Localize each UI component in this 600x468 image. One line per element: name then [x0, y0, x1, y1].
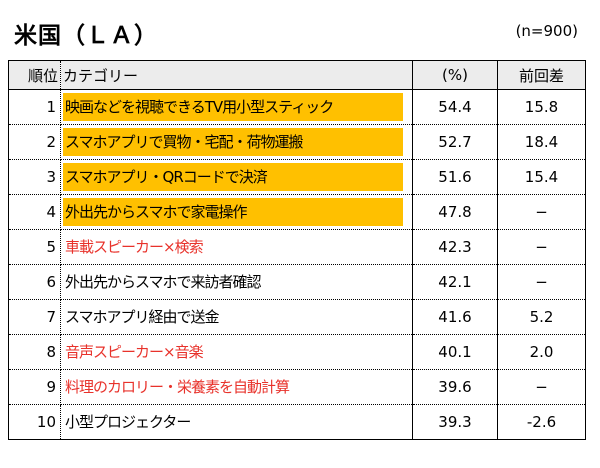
diff-cell: 2.0 [497, 334, 586, 370]
category-cell: 料理のカロリー・栄養素を自動計算 [60, 369, 413, 405]
table-row: 1 映画などを視聴できるTV用小型スティック 54.4 15.8 [8, 89, 586, 125]
category-label: 外出先からスマホで家電操作 [63, 198, 403, 226]
category-label: 料理のカロリー・栄養素を自動計算 [65, 378, 290, 396]
diff-cell: -2.6 [497, 404, 586, 440]
category-cell: 小型プロジェクター [60, 404, 413, 440]
category-cell: 外出先からスマホで家電操作 [60, 194, 413, 230]
header-percent: (%) [412, 60, 498, 90]
header-rank: 順位 [8, 60, 61, 90]
table-row: 8 音声スピーカー×音楽 40.1 2.0 [8, 334, 586, 370]
rank-cell: 1 [8, 89, 61, 125]
category-cell: スマホアプリで買物・宅配・荷物運搬 [60, 124, 413, 160]
percent-cell: 47.8 [412, 194, 498, 230]
rank-cell: 3 [8, 159, 61, 195]
diff-cell: 18.4 [497, 124, 586, 160]
rank-cell: 9 [8, 369, 61, 405]
diff-cell: 15.4 [497, 159, 586, 195]
table-row: 5 車載スピーカー×検索 42.3− [8, 229, 586, 265]
category-label: 映画などを視聴できるTV用小型スティック [63, 93, 403, 121]
category-cell: 音声スピーカー×音楽 [60, 334, 413, 370]
rank-cell: 7 [8, 299, 61, 335]
category-label: 音声スピーカー×音楽 [65, 343, 204, 361]
rank-cell: 6 [8, 264, 61, 300]
category-label: スマホアプリ・QRコードで決済 [63, 163, 403, 191]
rank-cell: 8 [8, 334, 61, 370]
percent-cell: 39.6 [412, 369, 498, 405]
category-cell: スマホアプリ・QRコードで決済 [60, 159, 413, 195]
diff-cell: − [497, 229, 586, 265]
percent-cell: 51.6 [412, 159, 498, 195]
rank-cell: 4 [8, 194, 61, 230]
diff-cell: − [497, 194, 586, 230]
diff-cell: 15.8 [497, 89, 586, 125]
rank-cell: 5 [8, 229, 61, 265]
diff-cell: − [497, 264, 586, 300]
table-row: 10 小型プロジェクター 39.3 -2.6 [8, 404, 586, 440]
percent-cell: 52.7 [412, 124, 498, 160]
diff-cell: − [497, 369, 586, 405]
percent-cell: 39.3 [412, 404, 498, 440]
category-label: 外出先からスマホで来訪者確認 [65, 273, 262, 291]
category-label: スマホアプリで買物・宅配・荷物運搬 [63, 128, 403, 156]
category-label: スマホアプリ経由で送金 [65, 308, 220, 326]
category-cell: スマホアプリ経由で送金 [60, 299, 413, 335]
percent-cell: 41.6 [412, 299, 498, 335]
table-row: 4 外出先からスマホで家電操作 47.8− [8, 194, 586, 230]
percent-cell: 40.1 [412, 334, 498, 370]
category-label: 小型プロジェクター [65, 413, 191, 431]
rank-cell: 10 [8, 404, 61, 440]
sample-size: (n=900) [515, 22, 578, 40]
header-diff: 前回差 [497, 60, 586, 90]
table-row: 6 外出先からスマホで来訪者確認 42.1− [8, 264, 586, 300]
percent-cell: 42.1 [412, 264, 498, 300]
percent-cell: 42.3 [412, 229, 498, 265]
category-label: 車載スピーカー×検索 [65, 238, 204, 256]
rank-cell: 2 [8, 124, 61, 160]
category-cell: 映画などを視聴できるTV用小型スティック [60, 89, 413, 125]
header-row: 順位 カテゴリー (%) 前回差 [8, 60, 586, 90]
table-row: 7 スマホアプリ経由で送金 41.6 5.2 [8, 299, 586, 335]
category-cell: 外出先からスマホで来訪者確認 [60, 264, 413, 300]
category-cell: 車載スピーカー×検索 [60, 229, 413, 265]
ranking-table: 順位 カテゴリー (%) 前回差 1 映画などを視聴できるTV用小型スティック 54… [8, 60, 586, 440]
page-title: 米国（ＬＡ） [14, 23, 158, 49]
diff-cell: 5.2 [497, 299, 586, 335]
percent-cell: 54.4 [412, 89, 498, 125]
table-row: 9 料理のカロリー・栄養素を自動計算 39.6− [8, 369, 586, 405]
table-row: 3 スマホアプリ・QRコードで決済 51.6 15.4 [8, 159, 586, 195]
table-row: 2 スマホアプリで買物・宅配・荷物運搬 52.7 18.4 [8, 124, 586, 160]
header-category: カテゴリー [60, 60, 413, 90]
